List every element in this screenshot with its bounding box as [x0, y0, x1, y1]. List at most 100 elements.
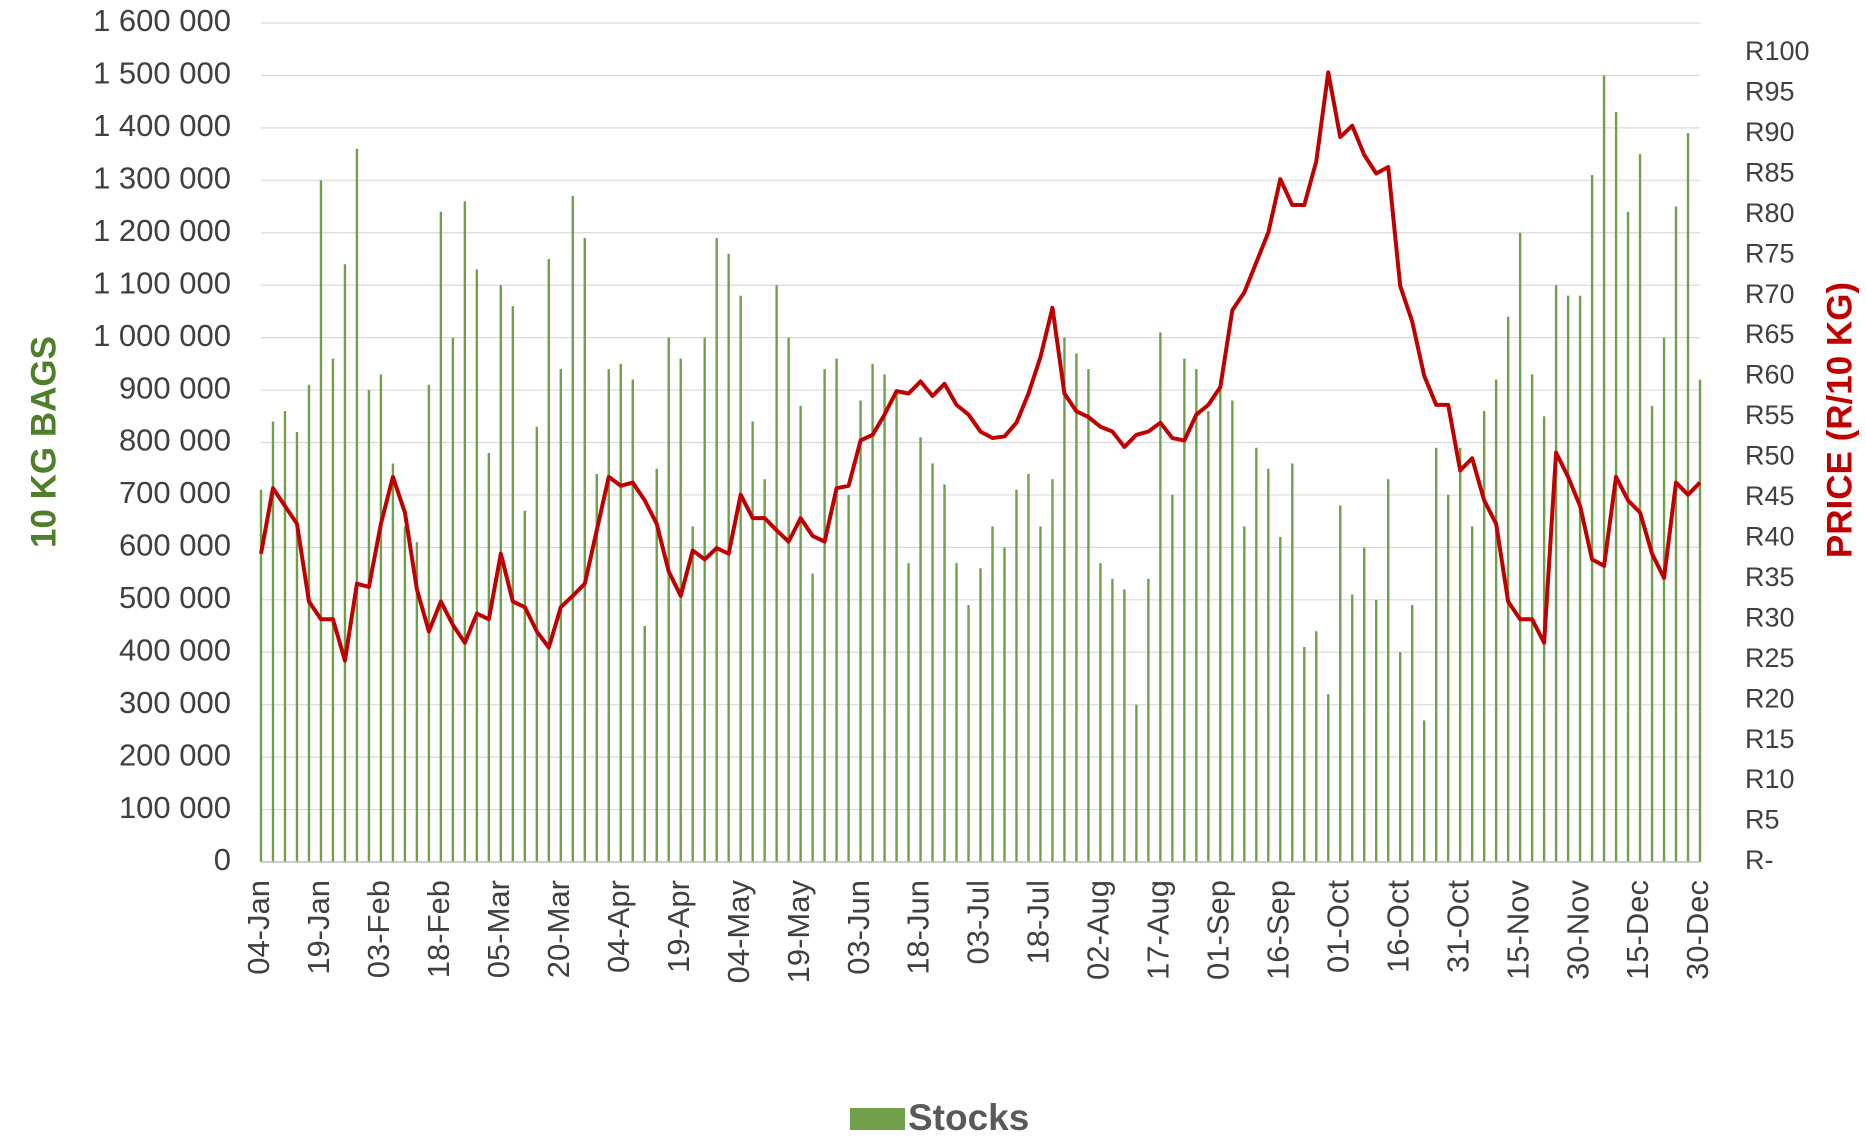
x-tick-label: 20-Mar: [541, 880, 576, 978]
bar: [991, 526, 994, 862]
bar: [895, 390, 898, 862]
y2-tick-label: R-: [1745, 845, 1774, 875]
y2-tick-label: R5: [1745, 805, 1780, 835]
y2-tick-label: R60: [1745, 360, 1795, 390]
bar: [1279, 536, 1282, 862]
y2-tick-label: R80: [1745, 198, 1795, 228]
bar: [955, 563, 958, 862]
bar: [259, 489, 263, 862]
x-tick-label: 31-Oct: [1440, 880, 1475, 973]
bar: [319, 180, 323, 862]
bar: [379, 374, 383, 862]
y-tick-label: 400 000: [119, 632, 231, 667]
y-tick-label: 0: [214, 842, 231, 877]
x-tick-label: 18-Jul: [1021, 880, 1056, 964]
x-tick-label: 03-Feb: [361, 880, 396, 978]
bar: [559, 369, 562, 862]
y2-tick-label: R70: [1745, 279, 1795, 309]
bar: [1291, 463, 1294, 862]
y-tick-label: 700 000: [119, 475, 231, 510]
bar: [1566, 295, 1570, 862]
bar: [883, 374, 886, 862]
x-tick-label: 18-Jun: [901, 880, 936, 975]
bar: [403, 526, 407, 862]
bar: [967, 605, 970, 862]
y-tick-label: 800 000: [119, 423, 231, 458]
bar: [775, 285, 778, 862]
bar: [547, 258, 550, 862]
bar: [1482, 411, 1486, 862]
bar: [1363, 547, 1366, 862]
bar: [1387, 479, 1390, 862]
bar: [751, 421, 754, 862]
bar: [943, 484, 946, 862]
bar: [835, 358, 838, 862]
x-tick-label: 01-Sep: [1201, 880, 1236, 980]
y-tick-label: 500 000: [119, 580, 231, 615]
bar: [1686, 133, 1690, 862]
bar: [859, 400, 862, 862]
x-tick-label: 16-Oct: [1380, 880, 1415, 973]
bar: [331, 358, 335, 862]
bar: [427, 384, 431, 862]
bar: [1351, 594, 1354, 862]
bar: [499, 285, 503, 862]
x-tick-label: 05-Mar: [481, 880, 516, 978]
x-tick-label: 15-Nov: [1500, 880, 1535, 980]
bar: [1578, 295, 1582, 862]
bar: [355, 148, 359, 863]
bar: [1470, 526, 1474, 862]
y2-tick-label: R10: [1745, 764, 1795, 794]
bar: [1147, 578, 1150, 862]
bar: [655, 468, 658, 862]
x-tick-label: 18-Feb: [421, 880, 456, 978]
bar: [931, 463, 934, 862]
bar: [1015, 489, 1018, 862]
y2-tick-label: R85: [1745, 157, 1795, 187]
x-tick-label: 01-Oct: [1320, 880, 1355, 973]
y2-tick-label: R65: [1745, 319, 1795, 349]
y-tick-label: 1 100 000: [93, 265, 231, 300]
bar: [1638, 154, 1642, 862]
bar: [1590, 175, 1594, 863]
bar: [367, 390, 371, 862]
bar: [1602, 75, 1606, 862]
bar: [535, 426, 539, 862]
x-tick-label: 30-Nov: [1560, 880, 1595, 980]
y2-tick-label: R95: [1745, 77, 1795, 107]
y-tick-label: 100 000: [119, 790, 231, 825]
x-tick-label: 02-Aug: [1081, 880, 1116, 980]
y2-tick-label: R75: [1745, 238, 1795, 268]
bar: [295, 432, 299, 862]
y2-tick-label: R25: [1745, 643, 1795, 673]
bar: [595, 473, 598, 862]
x-tick-label: 19-Apr: [661, 880, 696, 973]
bar: [847, 494, 850, 862]
x-tick-label: 03-Jul: [961, 880, 996, 964]
bar: [1195, 369, 1198, 862]
bar: [691, 526, 694, 862]
bar: [1135, 704, 1138, 862]
bar: [1399, 652, 1402, 862]
bar: [1255, 447, 1258, 862]
bar: [475, 269, 479, 862]
bar: [1075, 353, 1078, 862]
bar: [571, 196, 574, 862]
bar: [907, 563, 910, 862]
y-tick-label: 200 000: [119, 737, 231, 772]
bar: [511, 306, 515, 863]
legend-swatch: [850, 1108, 905, 1130]
bar: [1458, 447, 1462, 862]
bar: [523, 510, 527, 862]
y-axis-title: 10 KG BAGS: [24, 336, 63, 548]
x-tick-label: 04-Apr: [601, 880, 636, 973]
bar: [1698, 379, 1702, 862]
y-tick-label: 1 300 000: [93, 161, 231, 196]
bar: [799, 405, 802, 862]
x-tick-label: 30-Dec: [1680, 880, 1715, 980]
bar: [463, 201, 467, 863]
x-tick-label: 15-Dec: [1620, 880, 1655, 980]
bar: [1315, 631, 1318, 862]
bar: [487, 452, 491, 862]
bar: [1434, 447, 1438, 862]
